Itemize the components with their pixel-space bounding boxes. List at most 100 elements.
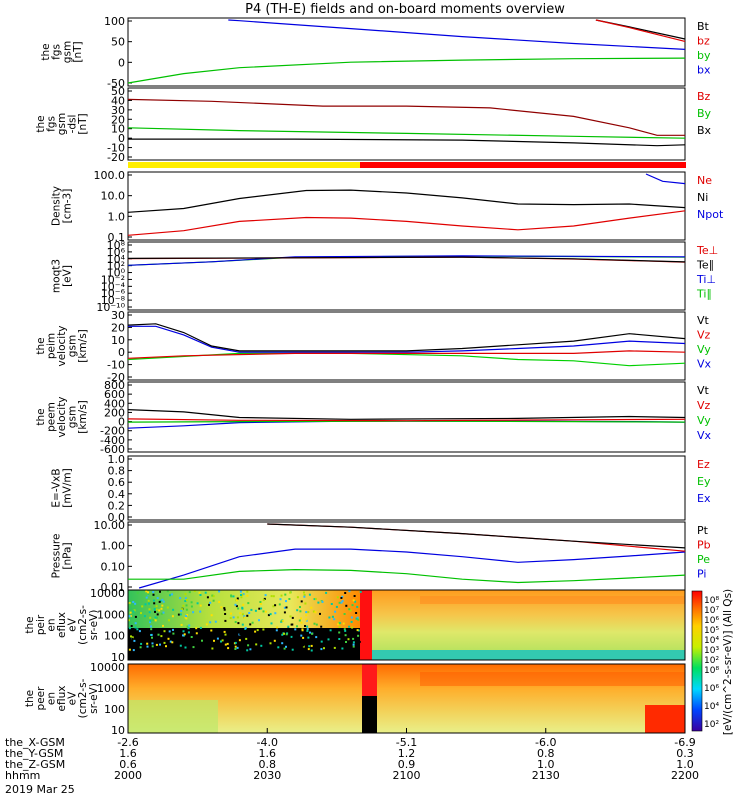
noise-pixel	[234, 645, 237, 648]
noise-pixel	[224, 619, 227, 622]
noise-pixel	[312, 610, 315, 613]
noise-pixel	[260, 602, 263, 605]
noise-pixel	[235, 605, 238, 608]
time-row-value: -5.1	[396, 736, 417, 749]
noise-pixel	[156, 597, 159, 600]
noise-pixel	[272, 595, 275, 598]
time-row-value: 2200	[671, 769, 699, 782]
ytick-label: 1000	[97, 608, 125, 621]
noise-pixel	[241, 623, 244, 626]
noise-pixel	[328, 616, 331, 619]
noise-pixel	[301, 629, 304, 632]
legend-Vt: Vt	[697, 384, 710, 397]
noise-pixel	[144, 603, 147, 606]
ytick-label: 0.1	[108, 231, 126, 244]
noise-pixel	[140, 642, 143, 645]
noise-pixel	[163, 632, 166, 635]
noise-pixel	[331, 615, 334, 618]
noise-pixel	[280, 594, 283, 597]
noise-pixel	[146, 645, 149, 648]
noise-pixel	[130, 625, 133, 627]
noise-pixel	[300, 600, 303, 603]
noise-pixel	[218, 590, 221, 593]
noise-pixel	[347, 638, 350, 641]
noise-pixel	[184, 646, 187, 649]
noise-pixel	[283, 632, 285, 635]
noise-pixel	[134, 615, 137, 618]
noise-pixel	[134, 602, 137, 605]
noise-pixel	[315, 623, 318, 626]
noise-pixel	[308, 593, 311, 596]
noise-pixel	[246, 614, 249, 617]
noise-pixel	[168, 619, 170, 622]
noise-pixel	[129, 611, 132, 614]
ylabel-line: moqt3	[51, 259, 63, 293]
ylabel-line: [nT]	[77, 113, 89, 134]
panel-peir-spec: 10000 1000 100 10 thepeirenefluxeV(cm2-s-sr-…	[24, 587, 132, 664]
ylabel-line: peer	[35, 686, 47, 711]
ylabel-line: E=-VxB	[51, 468, 63, 507]
peir-frame	[127, 589, 686, 661]
noise-pixel	[182, 634, 184, 637]
series-Pi	[138, 548, 686, 589]
ytick-label: -10	[107, 359, 125, 372]
noise-pixel	[138, 630, 141, 633]
noise-pixel	[234, 603, 237, 606]
series-Bz	[127, 98, 685, 136]
noise-pixel	[147, 593, 150, 596]
noise-pixel	[285, 645, 287, 648]
legend-Ez: Ez	[697, 458, 710, 471]
noise-pixel	[208, 603, 210, 606]
noise-pixel	[162, 600, 165, 603]
noise-pixel	[149, 619, 152, 622]
noise-pixel	[349, 609, 352, 612]
noise-pixel	[168, 630, 171, 633]
noise-pixel	[146, 642, 149, 645]
ytick-label: -20	[107, 151, 125, 164]
noise-pixel	[243, 615, 246, 618]
noise-pixel	[329, 629, 332, 632]
legend-Npot: Npot	[697, 208, 724, 221]
noise-pixel	[206, 596, 209, 599]
panel-frame	[127, 17, 686, 87]
noise-pixel	[249, 648, 252, 651]
noise-pixel	[254, 630, 257, 633]
ylabel-line: peim	[45, 333, 57, 359]
colorbar-tick: 10⁴	[704, 702, 719, 712]
noise-pixel	[343, 628, 346, 631]
ytick-label: 10⁸	[107, 239, 126, 252]
noise-pixel	[276, 626, 279, 629]
ylabel-line: the	[24, 616, 36, 633]
time-axis: the_X-GSM -2.6 -4.0 -5.1 -6.0 -6.9 the_Y-GSM 1.…	[5, 728, 699, 796]
noise-pixel	[139, 646, 142, 649]
noise-pixel	[313, 598, 316, 601]
noise-pixel	[154, 609, 157, 612]
panel-peer-spec: 10000 1000 100 10 thepeerenefluxeV(cm2-s-sr-…	[24, 661, 132, 737]
ylabel-line: Pressure	[51, 534, 63, 579]
noise-pixel	[310, 649, 313, 652]
ytick-label: 30	[111, 104, 125, 117]
panel-frame	[127, 87, 686, 161]
noise-pixel	[161, 604, 164, 607]
noise-pixel	[270, 622, 273, 625]
noise-pixel	[220, 642, 222, 645]
ytick-label: 40	[111, 94, 125, 107]
noise-pixel	[262, 610, 265, 613]
noise-pixel	[184, 597, 187, 600]
ylabel-line: (cm2-s-	[77, 605, 89, 645]
noise-pixel	[281, 620, 284, 622]
colorbar-tick: 10⁶	[704, 616, 719, 626]
ytick-label: 10⁻¹⁰	[96, 301, 125, 314]
ytick-label: 0.4	[108, 488, 126, 501]
noise-pixel	[288, 598, 291, 600]
noise-pixel	[327, 638, 330, 641]
noise-pixel	[216, 637, 219, 640]
noise-pixel	[249, 623, 252, 626]
legend-Vy: Vy	[697, 343, 711, 356]
noise-pixel	[192, 611, 195, 614]
ytick-label: 10⁻²	[101, 273, 125, 286]
colorbar-tick: 10²	[704, 656, 719, 666]
colorbar-tick: 10⁸	[704, 596, 719, 606]
